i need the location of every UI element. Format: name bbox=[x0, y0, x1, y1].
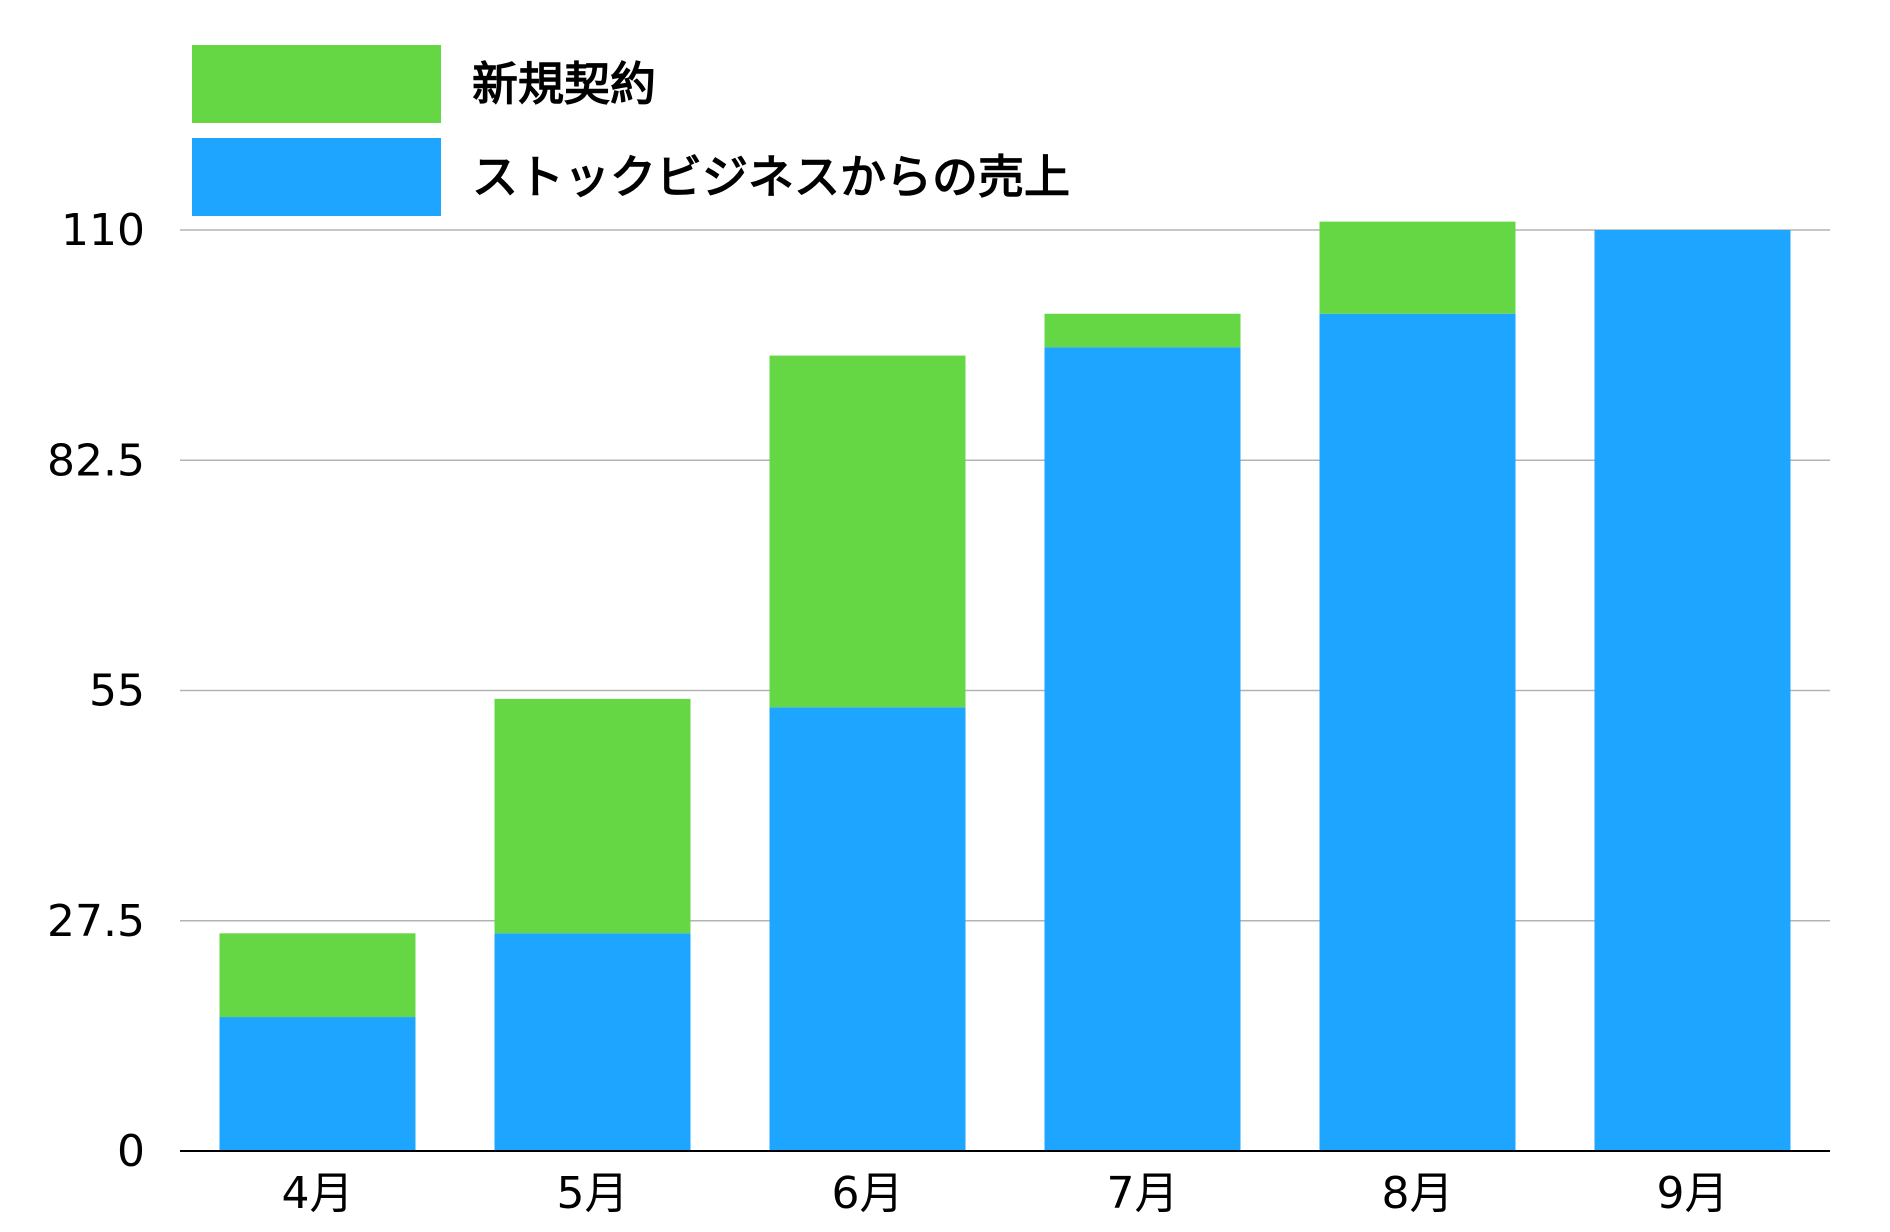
x-tick-label: 6月 bbox=[832, 1168, 904, 1219]
legend-label-stock: ストックビジネスからの売上 bbox=[472, 150, 1070, 204]
bar-segment-stock-2 bbox=[769, 707, 966, 1151]
x-axis-tick-labels: 4月 5月 6月 7月 8月 9月 bbox=[282, 1168, 1729, 1219]
bar-segment-stock-5 bbox=[1594, 230, 1791, 1151]
x-tick-label: 5月 bbox=[557, 1168, 629, 1219]
bars bbox=[219, 221, 1791, 1152]
bar-segment-stock-4 bbox=[1319, 313, 1516, 1151]
bar-segment-new-0 bbox=[219, 933, 416, 1018]
bar-segment-stock-0 bbox=[219, 1017, 416, 1151]
x-tick-label: 9月 bbox=[1657, 1168, 1729, 1219]
bar-segment-new-4 bbox=[1319, 221, 1516, 314]
y-tick-label: 110 bbox=[61, 205, 145, 256]
bar-segment-new-1 bbox=[494, 698, 691, 934]
legend-swatch-new bbox=[192, 45, 441, 123]
gridlines bbox=[180, 229, 1830, 922]
y-tick-label: 82.5 bbox=[47, 435, 145, 486]
legend-label-new: 新規契約 bbox=[472, 57, 656, 111]
legend-swatch-stock bbox=[192, 138, 441, 216]
y-axis-tick-labels: 0 27.5 55 82.5 110 bbox=[47, 205, 145, 1177]
bar-segment-new-3 bbox=[1044, 313, 1241, 348]
bar-segment-stock-3 bbox=[1044, 347, 1241, 1152]
y-tick-label: 27.5 bbox=[47, 896, 145, 947]
y-tick-label: 55 bbox=[89, 666, 145, 717]
x-tick-label: 4月 bbox=[282, 1168, 354, 1219]
x-tick-label: 7月 bbox=[1107, 1168, 1179, 1219]
bar-segment-stock-1 bbox=[494, 933, 691, 1151]
x-tick-label: 8月 bbox=[1382, 1168, 1454, 1219]
bar-segment-new-2 bbox=[769, 355, 966, 708]
y-tick-label: 0 bbox=[117, 1126, 145, 1177]
